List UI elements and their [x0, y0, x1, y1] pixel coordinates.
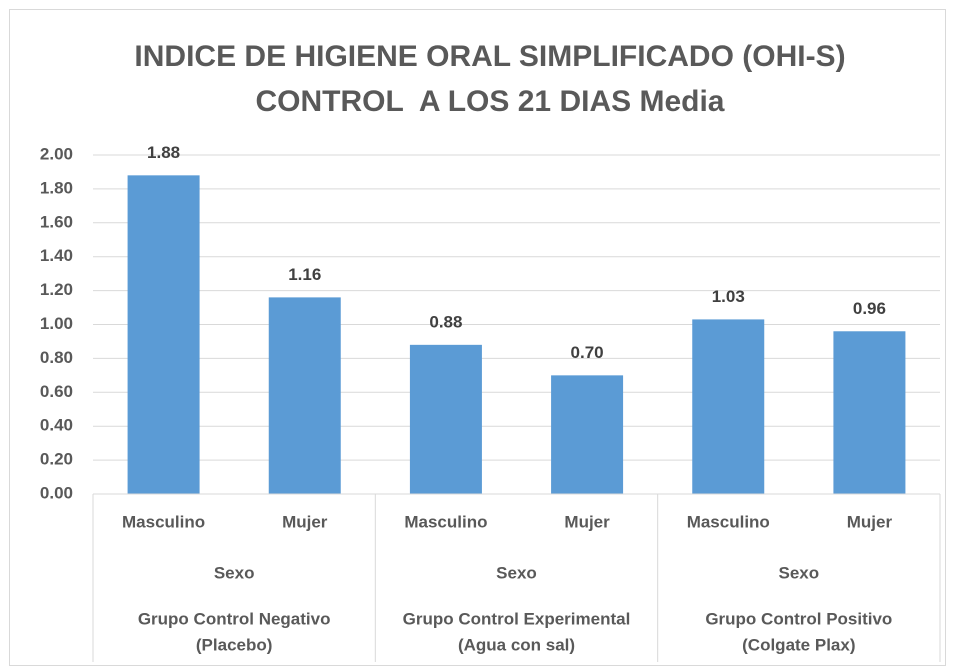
y-tick-label: 1.20: [40, 280, 73, 299]
group-label: Grupo Control Experimental: [403, 609, 631, 628]
y-tick-label: 0.60: [40, 382, 73, 401]
group-label: Grupo Control Negativo: [138, 609, 331, 628]
x-tick-label: Mujer: [564, 512, 610, 531]
group-label: (Agua con sal): [458, 635, 575, 654]
value-label: 1.16: [288, 265, 321, 284]
x-tick-label: Masculino: [687, 512, 770, 531]
chart-title: INDICE DE HIGIENE ORAL SIMPLIFICADO (OHI…: [134, 40, 845, 73]
x-level-label: Sexo: [496, 563, 537, 582]
x-tick-label: Masculino: [404, 512, 487, 531]
y-tick-label: 1.80: [40, 178, 73, 197]
y-tick-label: 0.40: [40, 416, 73, 435]
x-level-label: Sexo: [779, 563, 820, 582]
chart-title: CONTROL A LOS 21 DIAS Media: [256, 85, 725, 118]
x-tick-label: Masculino: [122, 512, 205, 531]
value-label: 0.70: [571, 343, 604, 362]
bar: [692, 319, 765, 494]
bar: [127, 175, 200, 494]
y-tick-label: 1.40: [40, 246, 73, 265]
group-label: (Colgate Plax): [742, 635, 855, 654]
y-tick-label: 0.80: [40, 348, 73, 367]
value-label: 0.96: [853, 299, 886, 318]
x-tick-label: Mujer: [282, 512, 328, 531]
bar: [268, 297, 341, 494]
group-label: Grupo Control Positivo: [705, 609, 892, 628]
group-label: (Placebo): [196, 635, 273, 654]
value-label: 1.03: [712, 287, 745, 306]
y-tick-label: 1.00: [40, 314, 73, 333]
x-level-label: Sexo: [214, 563, 255, 582]
y-tick-label: 0.20: [40, 450, 73, 469]
value-label: 1.88: [147, 143, 180, 162]
value-label: 0.88: [429, 312, 462, 331]
x-tick-label: Mujer: [847, 512, 893, 531]
bar: [409, 344, 482, 494]
bar: [833, 331, 906, 494]
y-tick-label: 2.00: [40, 144, 73, 163]
y-tick-label: 0.00: [40, 483, 73, 502]
bar: [551, 375, 624, 494]
y-tick-label: 1.60: [40, 212, 73, 231]
